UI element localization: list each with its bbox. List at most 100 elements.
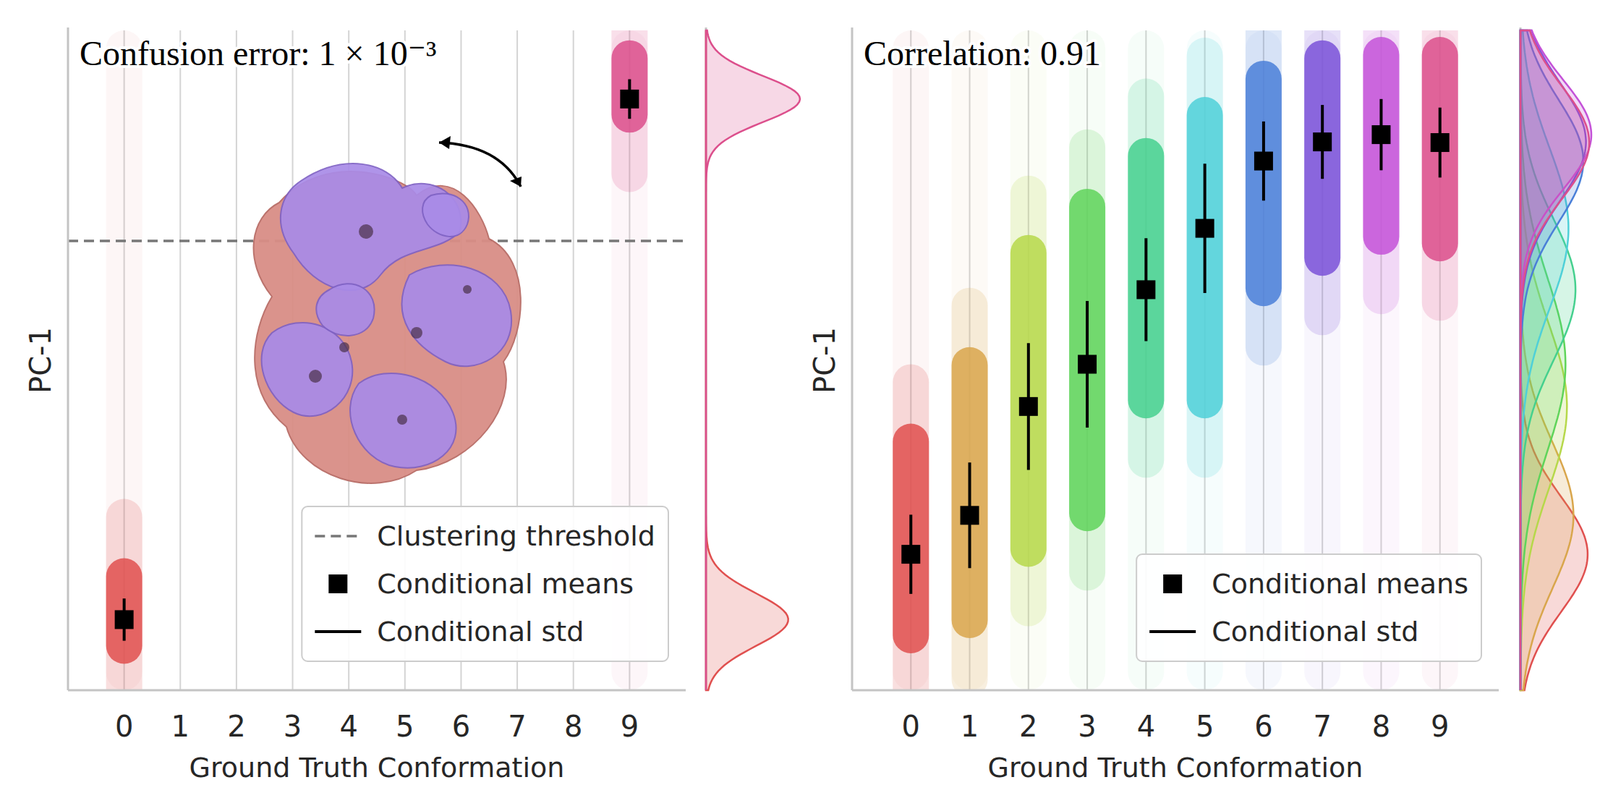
legend-box (1136, 554, 1482, 662)
legend-box (301, 506, 669, 662)
point-halo (1362, 30, 1399, 314)
x-tick-label: 4 (339, 709, 358, 743)
x-tick-label: 0 (901, 709, 921, 743)
marginal-density (705, 30, 800, 691)
panel: 0123456789Ground Truth ConformationPC-1C… (23, 0, 800, 784)
legend-symbol (314, 630, 361, 633)
legend-label: Conditional std (1211, 615, 1419, 648)
mean-marker (1019, 397, 1038, 416)
point-halo (1186, 37, 1224, 478)
arrow-head (509, 176, 522, 187)
y-axis-title: PC-1 (807, 326, 842, 394)
x-tick-label: 2 (1019, 709, 1038, 743)
point-band (1069, 188, 1106, 531)
point-halo (951, 287, 989, 691)
point-halo (1245, 30, 1282, 366)
point-halo (1304, 30, 1341, 335)
mean-marker (1195, 219, 1215, 238)
structure-hole (308, 369, 322, 383)
structure-hole (339, 342, 350, 353)
legend-symbol (1163, 574, 1182, 594)
legend-label: Conditional std (376, 615, 584, 648)
x-tick-label: 9 (620, 709, 639, 743)
arrow-head (439, 135, 451, 150)
mean-marker (960, 505, 980, 525)
annotation: Correlation: 0.91 (863, 33, 1101, 73)
legend: Clustering threshold Conditional means Con… (301, 506, 669, 662)
x-tick-label: 1 (171, 709, 190, 743)
grid-line (179, 30, 181, 691)
x-tick-label: 6 (452, 709, 471, 743)
structure-hole (462, 284, 472, 294)
legend: Conditional means Conditional std (1136, 554, 1482, 662)
structure-blob (350, 373, 456, 468)
point-halo (611, 30, 648, 192)
y-axis (851, 27, 854, 691)
x-tick-label: 8 (1372, 709, 1391, 743)
panel: 0 1 2 3 4 5 6 7 8 9 Ground Truth Conformation PC-1 C… (807, 0, 1592, 784)
x-tick-label: 3 (283, 709, 302, 743)
point-band (1422, 36, 1459, 262)
grid-line (235, 30, 238, 691)
point-band (1304, 40, 1341, 277)
point-band (1186, 96, 1224, 419)
point-halo (1127, 78, 1164, 479)
mean-marker (1312, 132, 1332, 152)
structure-blob (422, 193, 469, 237)
legend-symbol (1149, 630, 1196, 633)
point-trail (1069, 30, 1106, 691)
point-trail (951, 30, 989, 691)
point-trail (1010, 30, 1047, 691)
x-axis (67, 689, 686, 692)
x-tick-label: 4 (1137, 709, 1156, 743)
structure-inset (253, 135, 522, 484)
x-tick-label: 7 (1312, 709, 1331, 743)
x-tick-label: 0 (115, 709, 134, 743)
x-tick-label: 6 (1254, 709, 1273, 743)
x-tick-label: 8 (564, 709, 583, 743)
marginal-density (1520, 30, 1592, 691)
x-tick-label: 3 (1077, 709, 1096, 743)
mean-marker (1371, 125, 1391, 144)
x-axis-title: Ground Truth Conformation (988, 751, 1364, 784)
point-halo (1010, 175, 1047, 627)
mean-marker (901, 544, 921, 564)
structure-hole (397, 414, 408, 425)
point-band (951, 347, 989, 638)
mean-marker (1430, 133, 1450, 152)
legend-label: Clustering threshold (376, 520, 656, 552)
point-halo (106, 499, 143, 691)
point-band (1010, 235, 1047, 568)
x-tick-label: 5 (1195, 709, 1214, 743)
y-axis (67, 27, 70, 691)
marginal-density (1520, 30, 1590, 691)
point-band (1362, 36, 1399, 255)
x-axis-title: Ground Truth Conformation (189, 751, 565, 784)
annotation: Confusion error: 1 × 10⁻³ (79, 33, 437, 73)
legend-label: Conditional means (1211, 567, 1469, 600)
mean-marker (619, 89, 639, 109)
point-band (1245, 60, 1282, 306)
legend-label: Conditional means (376, 567, 634, 600)
structure-hole (358, 224, 374, 239)
point-halo (1069, 129, 1106, 591)
mean-marker (1077, 354, 1097, 374)
point-trail (106, 30, 143, 691)
structure-hole (410, 326, 423, 339)
figure: 0 1 2 3 4 5 6 7 8 9 Ground Truth Conformation PC-1 C… (0, 0, 1600, 785)
x-tick-label: 7 (507, 709, 526, 743)
point-band (106, 558, 143, 665)
mean-marker (1254, 151, 1274, 171)
structure-blob (316, 283, 374, 336)
x-tick-label: 9 (1430, 709, 1449, 743)
x-axis (852, 689, 1499, 692)
mean-marker (1136, 279, 1156, 299)
legend-symbol (328, 574, 348, 594)
legend-symbol (314, 534, 361, 538)
structure-blob (402, 264, 513, 367)
point-band (611, 40, 648, 134)
x-tick-label: 1 (960, 709, 979, 743)
x-tick-label: 5 (395, 709, 414, 743)
point-band (892, 423, 929, 654)
point-band (1127, 138, 1164, 419)
